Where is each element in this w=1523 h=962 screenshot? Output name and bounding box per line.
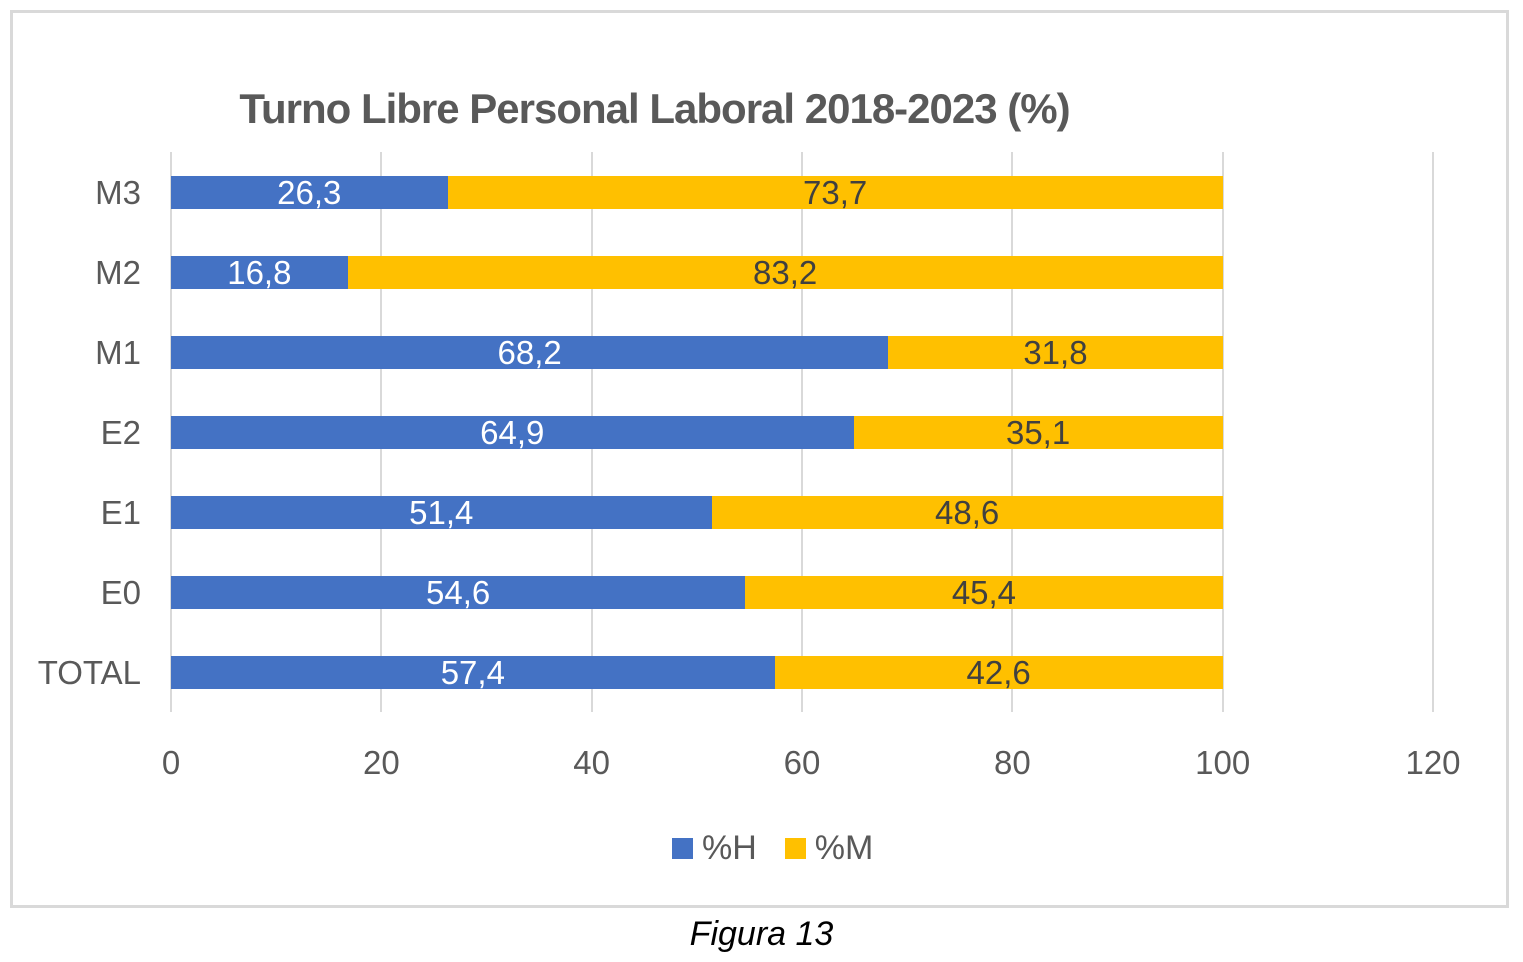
x-tick-label-20: 20 (362, 744, 400, 781)
bar-value-label: 42,6 (966, 653, 1031, 691)
x-tick-label-60: 60 (783, 744, 821, 781)
bar-segment-total-M: 42,6 (774, 653, 1223, 691)
category-label-m1: M1 (95, 333, 141, 371)
legend-item-M: %M (784, 829, 874, 867)
category-label-m3: M3 (95, 173, 141, 211)
chart-title: Turno Libre Personal Laboral 2018-2023 (… (239, 85, 1070, 132)
chart-figure: Turno Libre Personal Laboral 2018-2023 (… (10, 10, 1509, 908)
bar-segment-m3-M: 73,7 (447, 173, 1223, 211)
x-tick-label-40: 40 (573, 744, 611, 781)
x-tick-label-120: 120 (1405, 744, 1461, 781)
bar-segment-e0-M: 45,4 (745, 573, 1223, 611)
legend-label: %H (702, 829, 757, 867)
category-label-m2: M2 (95, 253, 141, 291)
figure-caption: Figura 13 (689, 915, 834, 953)
bar-segment-m2-H: 16,8 (171, 253, 348, 291)
bar-segment-e2-H: 64,9 (171, 413, 854, 451)
bar-value-label: 16,8 (227, 253, 292, 291)
bar-segment-m1-M: 31,8 (888, 333, 1223, 371)
category-label-e2: E2 (100, 413, 141, 451)
bar-value-label: 73,7 (803, 173, 868, 211)
bar-segment-m1-H: 68,2 (171, 333, 889, 371)
legend-swatch-icon (784, 837, 806, 859)
legend-swatch-icon (672, 837, 693, 859)
bar-segment-total-H: 57,4 (171, 653, 775, 691)
bar-segment-e1-M: 48,6 (711, 493, 1223, 531)
legend-item-H: %H (672, 831, 757, 865)
bar-value-label: 83,2 (753, 253, 818, 291)
bar-value-label: 64,9 (480, 413, 545, 451)
x-tick-label-80: 80 (993, 744, 1031, 781)
gridline-120 (1432, 152, 1434, 712)
bar-segment-e2-M: 35,1 (853, 413, 1223, 451)
category-label-total: TOTAL (37, 653, 141, 691)
gridline-100 (1221, 152, 1224, 712)
bar-segment-e0-H: 54,6 (171, 573, 746, 611)
bar-value-label: 26,3 (277, 173, 342, 211)
bar-value-label: 68,2 (497, 333, 562, 371)
category-label-e0: E0 (100, 573, 141, 611)
legend-label: %M (814, 829, 874, 867)
bar-segment-e1-H: 51,4 (171, 493, 712, 531)
plot-area: 0 20 40 60 80 100 120 M3 26,3 73,7 M2 16,8 83,2 M1 68,… (38, 152, 1461, 781)
x-tick-label-0: 0 (161, 744, 181, 781)
bar-value-label: 48,6 (934, 493, 1000, 531)
bar-value-label: 51,4 (409, 493, 474, 531)
legend: %H %M (672, 831, 873, 865)
bar-value-label: 57,4 (440, 653, 505, 691)
bar-segment-m3-H: 26,3 (171, 173, 448, 211)
bar-value-label: 54,6 (425, 573, 491, 611)
category-label-e1: E1 (100, 493, 141, 531)
bar-segment-m2-M: 83,2 (347, 253, 1223, 291)
bar-value-label: 45,4 (951, 573, 1017, 611)
bar-value-label: 35,1 (1005, 413, 1071, 451)
x-tick-label-100: 100 (1195, 744, 1251, 781)
bar-value-label: 31,8 (1023, 333, 1088, 371)
